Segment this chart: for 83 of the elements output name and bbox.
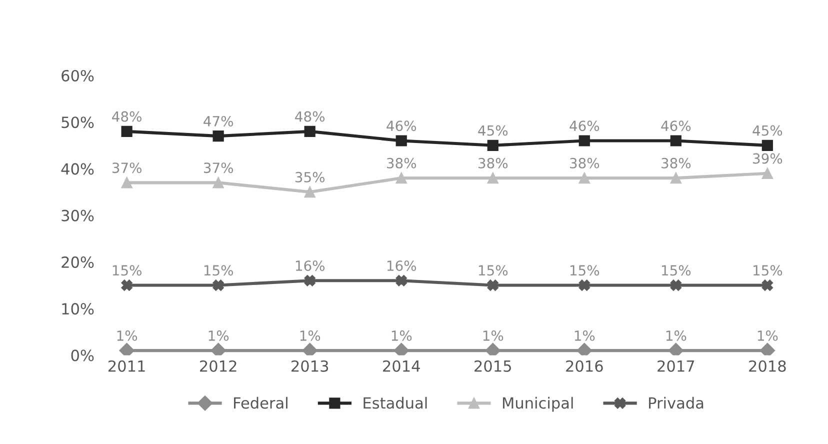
point (302, 342, 318, 356)
y-tick-label: 30% (62, 210, 94, 222)
point (304, 186, 316, 198)
point (121, 177, 132, 188)
point (487, 172, 498, 184)
data-label: 38% (662, 158, 691, 168)
point (578, 172, 590, 184)
point (762, 140, 773, 151)
point (119, 342, 134, 356)
data-label: 1% (574, 330, 595, 341)
x-tick-label: 2014 (383, 360, 420, 372)
point (760, 342, 775, 356)
point (670, 135, 682, 146)
point (210, 342, 226, 356)
legend-label: Federal (234, 396, 288, 409)
point (485, 342, 500, 356)
data-label: 15% (570, 265, 600, 276)
data-label: 1% (483, 330, 504, 341)
point (394, 342, 409, 356)
point (576, 342, 592, 356)
data-label: 46% (570, 120, 600, 132)
y-tick-label: 50% (62, 116, 94, 128)
point (304, 126, 316, 137)
point (487, 280, 498, 291)
data-label: 46% (386, 120, 416, 132)
x-tick-label: 2012 (200, 360, 236, 372)
legend-label: Municipal (502, 396, 573, 412)
data-label: 38% (478, 158, 508, 168)
data-label: 1% (208, 330, 229, 341)
point (668, 342, 684, 356)
x-tick-label: 2017 (658, 360, 694, 372)
y-tick-label: 60% (62, 70, 94, 82)
y-tick-label: 10% (62, 303, 94, 315)
point (212, 177, 224, 188)
point (762, 168, 773, 179)
data-label: 15% (204, 265, 233, 276)
point (578, 135, 590, 146)
point (670, 172, 682, 184)
legend-label: Estadual (364, 396, 427, 409)
data-label: 37% (204, 162, 233, 174)
data-label: 48% (295, 111, 325, 122)
data-label: 46% (661, 120, 691, 132)
point (578, 280, 590, 291)
data-label: 15% (662, 265, 691, 276)
point (396, 135, 407, 146)
data-label: 16% (296, 260, 325, 271)
point (396, 275, 407, 286)
x-tick-label: 2016 (566, 360, 603, 372)
data-label: 15% (478, 265, 508, 276)
data-label: 35% (295, 172, 325, 182)
data-label: 38% (570, 158, 600, 168)
data-label: 39% (753, 153, 782, 164)
y-tick-label: 20% (62, 256, 94, 268)
x-tick-label: 2018 (749, 360, 786, 372)
point (304, 275, 316, 286)
point (762, 280, 773, 291)
data-label: 45% (478, 125, 508, 136)
point (670, 280, 682, 291)
data-label: 1% (392, 330, 412, 341)
data-label: 16% (387, 260, 416, 271)
x-tick-label: 2013 (292, 360, 328, 372)
data-label: 37% (112, 162, 142, 174)
x-tick-label: 2011 (108, 360, 145, 372)
legend-label: Privada (649, 396, 704, 409)
data-label: 45% (752, 125, 782, 136)
point (121, 280, 132, 291)
point (487, 140, 498, 151)
data-label: 1% (117, 330, 138, 341)
data-label: 15% (112, 265, 142, 276)
point (212, 280, 224, 291)
data-label: 15% (754, 265, 782, 276)
data-label: 38% (386, 158, 416, 168)
point (396, 172, 407, 184)
point (212, 130, 224, 142)
data-label: 1% (300, 330, 320, 341)
data-label: 1% (758, 330, 778, 341)
point (121, 126, 132, 137)
y-tick-label: 0% (71, 350, 94, 362)
data-label: 48% (112, 111, 142, 122)
data-label: 47% (204, 116, 233, 126)
x-tick-label: 2015 (474, 360, 511, 372)
y-tick-label: 40% (61, 163, 94, 175)
data-label: 1% (666, 330, 686, 341)
